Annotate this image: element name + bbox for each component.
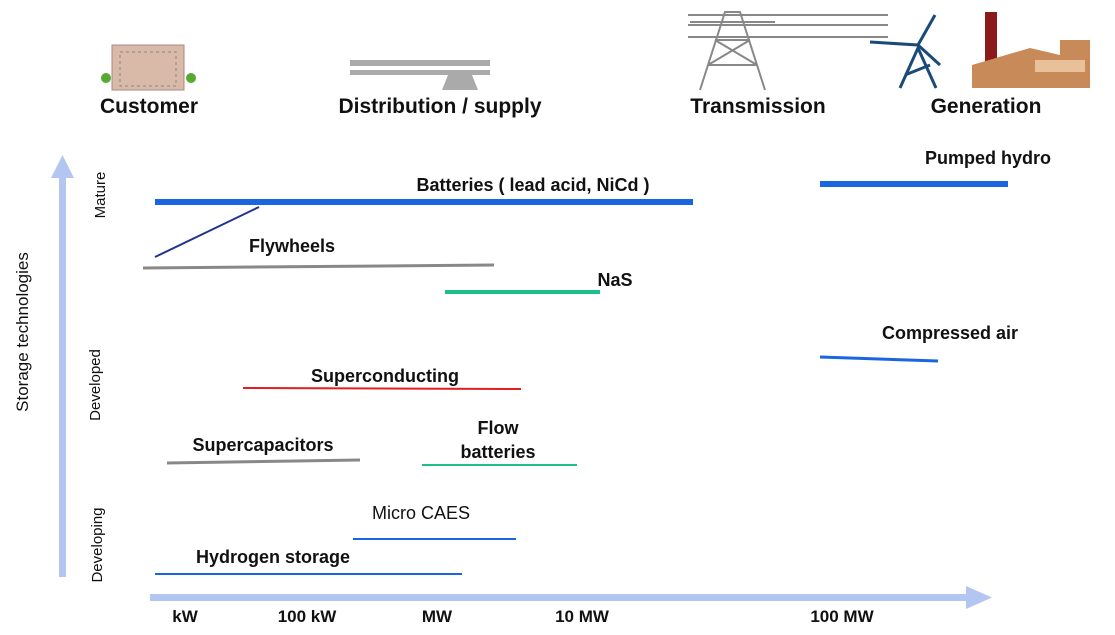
tech-label: Micro CAES — [372, 503, 470, 523]
y-level-label: Developed — [87, 349, 104, 421]
x-axis-arrow — [150, 586, 992, 609]
y-level-label: Mature — [92, 172, 109, 219]
building-icon — [101, 45, 196, 90]
x-tick-label: 10 MW — [555, 607, 610, 626]
tech-label: Flow — [478, 418, 520, 438]
tech-label: Batteries ( lead acid, NiCd ) — [416, 175, 649, 195]
connector — [155, 207, 259, 257]
x-tick-label: 100 kW — [278, 607, 338, 626]
y-axis-title: Storage technologies — [13, 252, 32, 412]
stage-label: Transmission — [690, 95, 825, 118]
tech-range — [167, 460, 360, 463]
tech-range — [143, 265, 494, 268]
distribution-icon — [350, 60, 490, 90]
stage-label: Customer — [100, 95, 198, 118]
tech-label: Supercapacitors — [192, 435, 333, 455]
tech-label: Superconducting — [311, 366, 459, 386]
x-tick-label: MW — [422, 607, 453, 626]
stage-label: Distribution / supply — [339, 95, 542, 118]
tech-label: Compressed air — [882, 323, 1018, 343]
x-tick-label: 100 MW — [810, 607, 874, 626]
storage-diagram: Customer Distribution / supply Transmiss… — [0, 0, 1115, 630]
tech-range — [820, 357, 938, 361]
tech-label: Hydrogen storage — [196, 547, 350, 567]
tech-label: Pumped hydro — [925, 148, 1051, 168]
tower-icon — [688, 12, 888, 90]
stage-label: Generation — [931, 95, 1042, 118]
y-level-label: Developing — [89, 507, 106, 582]
power-plant-icon — [972, 12, 1090, 88]
x-tick-label: kW — [172, 607, 198, 626]
y-axis-arrow — [51, 155, 74, 577]
tech-label: NaS — [597, 270, 632, 290]
tech-range — [243, 388, 521, 389]
tech-label: batteries — [460, 442, 535, 462]
tech-label: Flywheels — [249, 236, 335, 256]
